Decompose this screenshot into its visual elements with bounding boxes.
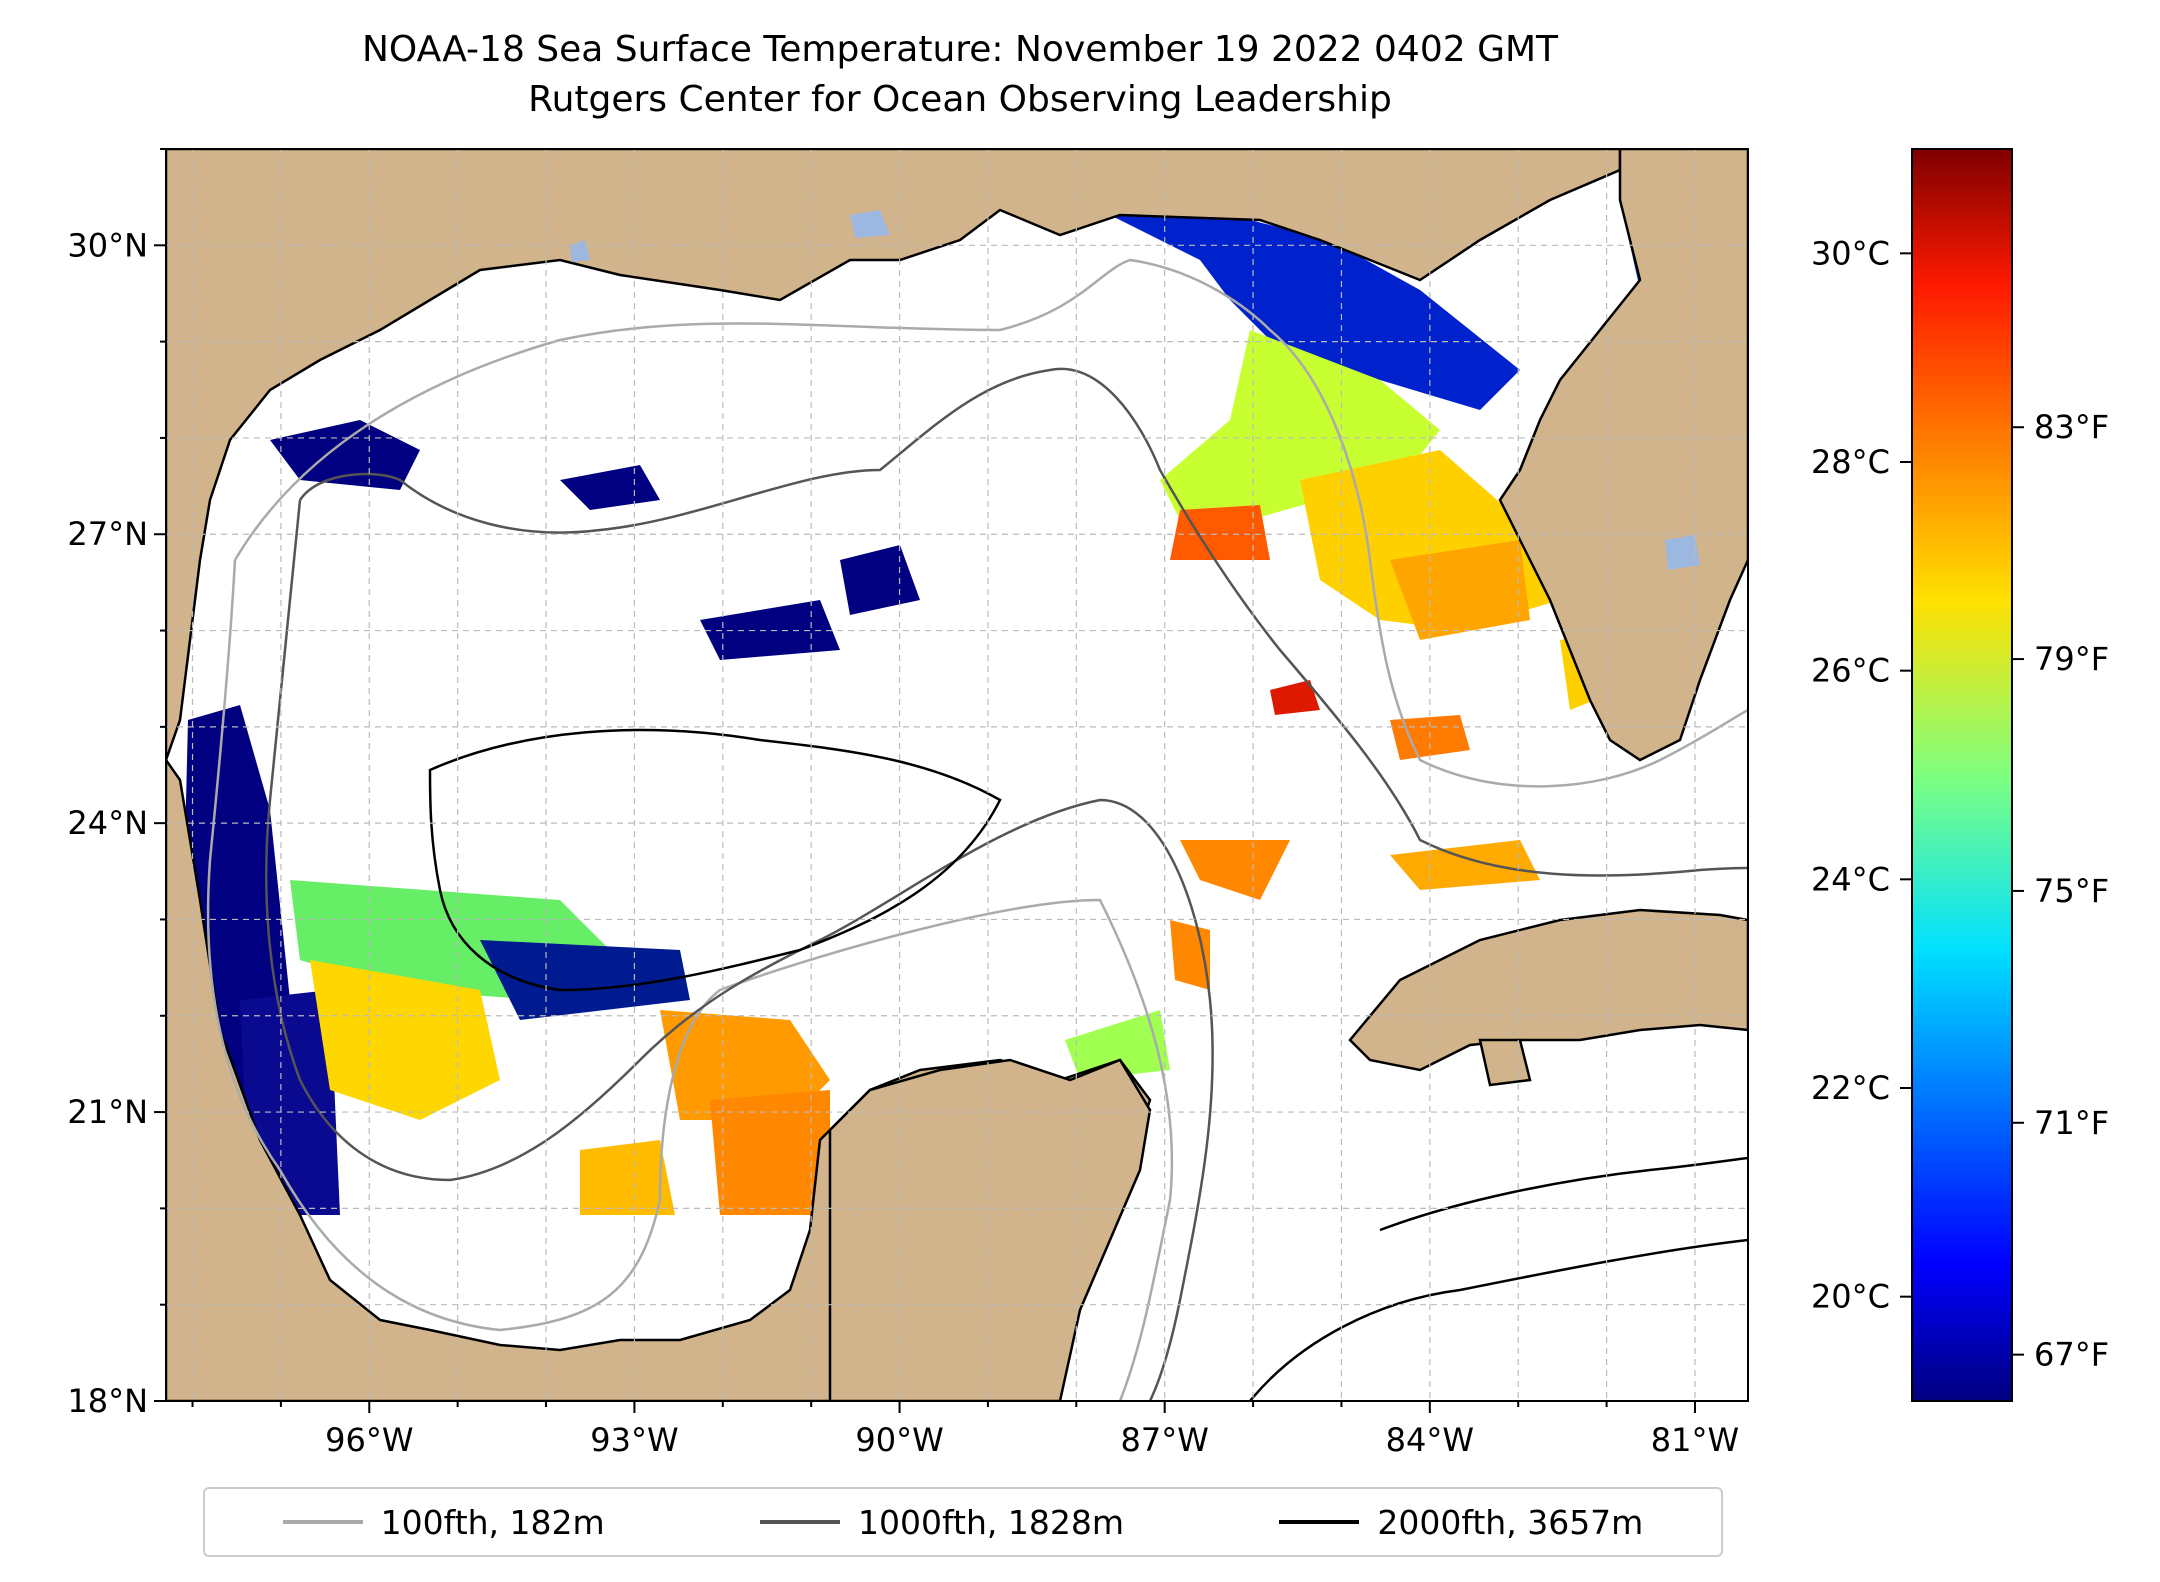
sst-warm-patch bbox=[310, 960, 500, 1120]
sst-warm-patch bbox=[1180, 840, 1290, 900]
sst-hot-patch bbox=[1170, 505, 1270, 560]
lat-tick-label: 24°N bbox=[67, 804, 148, 842]
lat-tick-label: 18°N bbox=[67, 1382, 148, 1420]
contour-100fth bbox=[206, 559, 1174, 1401]
map-title: NOAA-18 Sea Surface Temperature: Novembe… bbox=[361, 29, 1559, 70]
contour-legend: 100fth, 182m 1000fth, 1828m 2000fth, 365… bbox=[203, 1487, 1723, 1557]
lake bbox=[850, 210, 890, 238]
legend-line-2000fth bbox=[1279, 1520, 1360, 1524]
contour-2000fth bbox=[1249, 1238, 1748, 1401]
sst-cold-coastal-plume bbox=[1100, 210, 1520, 410]
colorbar bbox=[1911, 148, 2013, 1402]
colorbar-c-tick-label: 30°C bbox=[1811, 234, 1890, 272]
sst-cold-patch bbox=[480, 940, 690, 1020]
sst-mid-patch bbox=[1065, 1010, 1170, 1080]
bathymetry-contours bbox=[206, 258, 1748, 1401]
sst-cold-patch bbox=[560, 465, 660, 510]
lake bbox=[1665, 535, 1700, 570]
lat-tick-label: 30°N bbox=[67, 226, 148, 264]
map-area bbox=[166, 149, 1748, 1401]
map-subtitle: Rutgers Center for Ocean Observing Leade… bbox=[528, 79, 1392, 120]
land-yucatan-peninsula bbox=[828, 1058, 1152, 1401]
legend-item-1000fth: 1000fth, 1828m bbox=[760, 1503, 1124, 1542]
map-axis-ticks: 96°W 93°W 90°W 87°W 84°W 81°W 18°N 21°N 24°N 27°N… bbox=[67, 148, 1739, 1459]
lon-tick-label: 93°W bbox=[590, 1421, 678, 1459]
contour-2000fth bbox=[428, 728, 1002, 992]
land-layer bbox=[166, 149, 1748, 1401]
contour-1000fth bbox=[265, 499, 1214, 1401]
legend-item-2000fth: 2000fth, 3657m bbox=[1279, 1503, 1643, 1542]
contour-1000fth bbox=[298, 367, 1748, 877]
lat-tick-label: 27°N bbox=[67, 515, 148, 553]
sst-warm-patch bbox=[580, 1140, 675, 1215]
contour-2000fth bbox=[1379, 1156, 1748, 1232]
legend-label-2000fth: 2000fth, 3657m bbox=[1377, 1502, 1644, 1542]
sst-hot-patch bbox=[1270, 680, 1320, 715]
sst-warm-patch bbox=[1390, 540, 1530, 640]
legend-item-100fth: 100fth, 182m bbox=[282, 1502, 605, 1542]
map-frame bbox=[165, 148, 1749, 1402]
colorbar-f-tick-label: 75°F bbox=[2034, 872, 2109, 910]
lon-tick-label: 81°W bbox=[1651, 1421, 1739, 1459]
legend-line-100fth bbox=[282, 1520, 363, 1524]
colorbar-c-tick-label: 26°C bbox=[1811, 652, 1890, 690]
sst-cold-patch bbox=[840, 545, 920, 615]
land-cuba bbox=[1348, 908, 1748, 1072]
land-florida-peninsula bbox=[1498, 149, 1748, 762]
sst-warm-patch bbox=[1390, 840, 1540, 890]
colorbar-f-tick-label: 71°F bbox=[2034, 1104, 2109, 1142]
sst-warm-patch bbox=[710, 1090, 830, 1215]
lat-tick-label: 21°N bbox=[67, 1093, 148, 1131]
legend-label-1000fth: 1000fth, 1828m bbox=[858, 1502, 1124, 1542]
lon-tick-label: 96°W bbox=[325, 1421, 413, 1459]
colorbar-f-tick-label: 79°F bbox=[2034, 640, 2109, 678]
colorbar-f-tick-label: 83°F bbox=[2034, 408, 2109, 446]
colorbar-c-tick-label: 22°C bbox=[1811, 1069, 1890, 1107]
lon-tick-label: 90°W bbox=[855, 1421, 943, 1459]
colorbar-c-tick-label: 24°C bbox=[1811, 860, 1890, 898]
lon-tick-label: 87°W bbox=[1121, 1421, 1209, 1459]
colorbar-ticks: 20°C 22°C 24°C 26°C 28°C 30°C 67°F 71°F 75°F 79°F… bbox=[1811, 234, 2109, 1373]
legend-line-1000fth bbox=[760, 1520, 841, 1524]
sst-warm-patch bbox=[660, 1010, 830, 1120]
colorbar-f-tick-label: 67°F bbox=[2034, 1336, 2109, 1374]
legend-label-100fth: 100fth, 182m bbox=[380, 1502, 605, 1542]
contour-100fth bbox=[233, 258, 1748, 788]
land-isle-of-youth bbox=[1478, 1038, 1532, 1087]
sst-cold-patch bbox=[700, 600, 840, 660]
colorbar-c-tick-label: 20°C bbox=[1811, 1278, 1890, 1316]
colorbar-c-tick-label: 28°C bbox=[1811, 443, 1890, 481]
lon-tick-label: 84°W bbox=[1386, 1421, 1474, 1459]
